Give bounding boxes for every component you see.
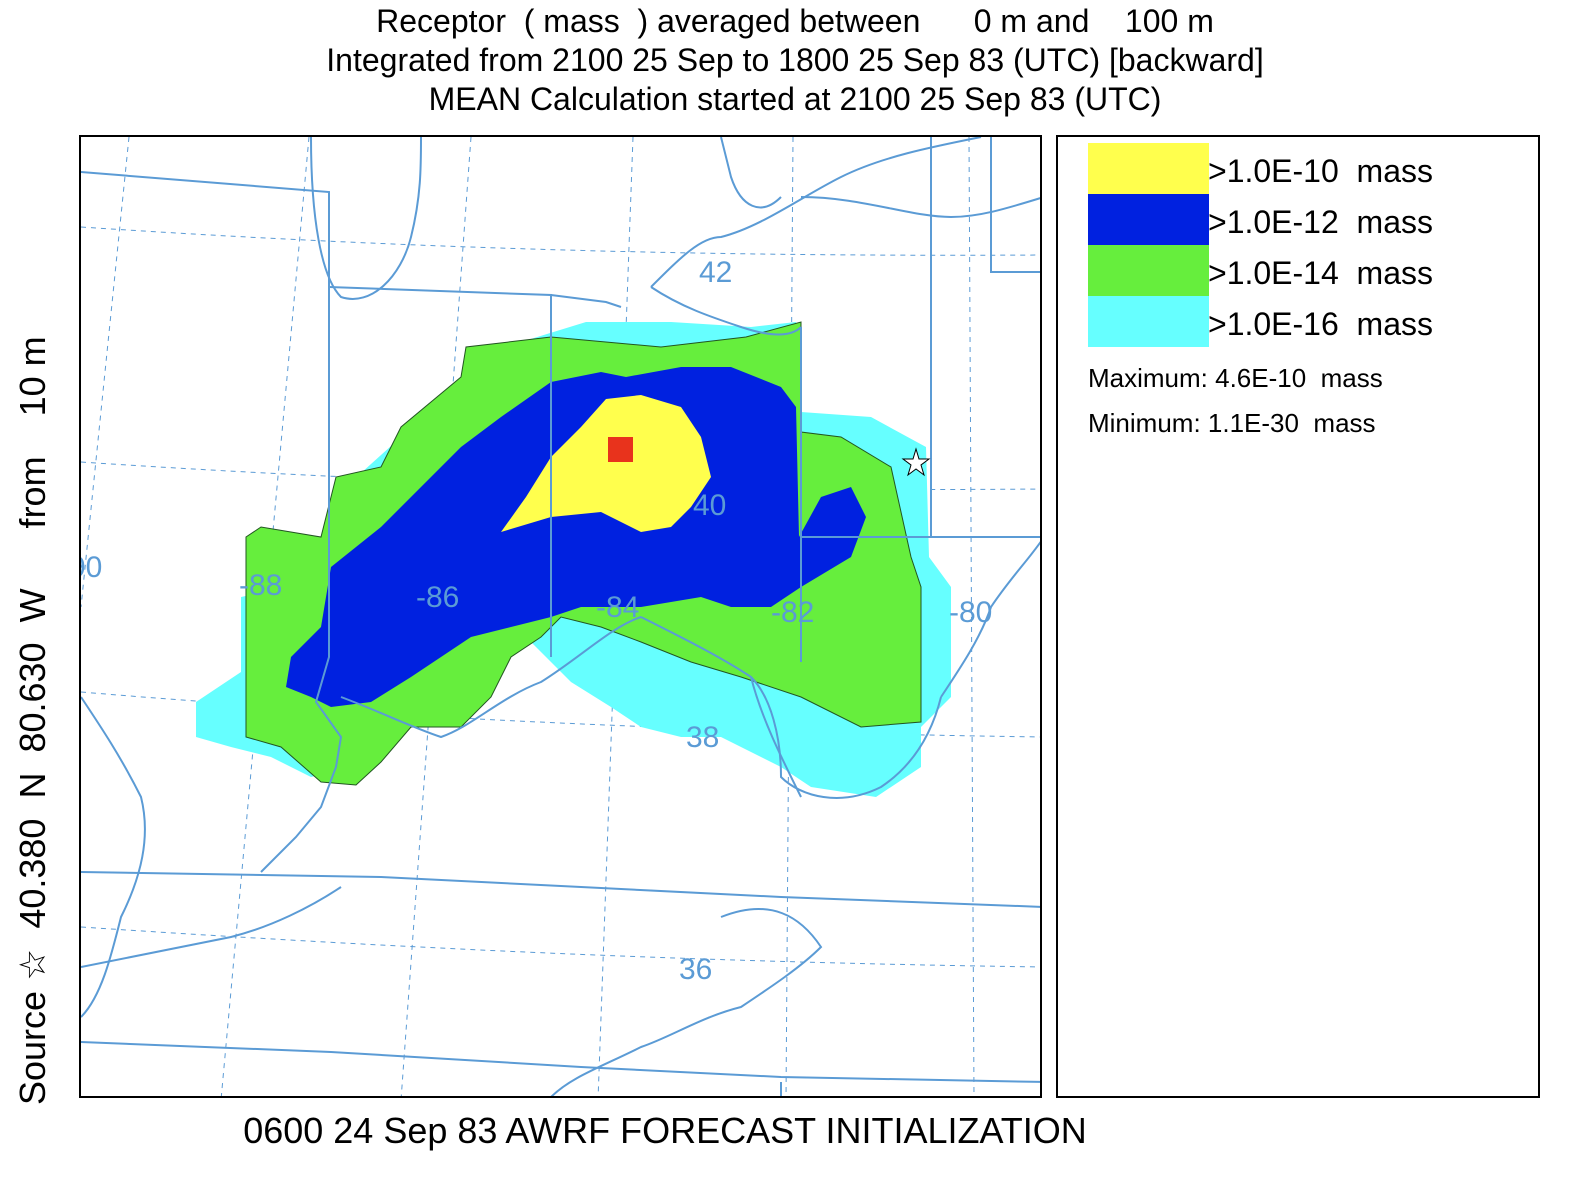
concentration-map: -90 -88 -86 -84 -82 -80 42 40 38 36 [81, 137, 1040, 1096]
lat-label: 38 [686, 721, 719, 754]
source-star-icon [901, 447, 931, 477]
lat-label: 42 [699, 256, 732, 289]
title-line-2: Integrated from 2100 25 Sep to 1800 25 S… [326, 42, 1264, 78]
receptor-marker [608, 437, 633, 462]
legend-label: >1.0E-10 mass [1208, 153, 1433, 189]
legend-swatch-1e-16 [1088, 296, 1209, 347]
lon-label: -80 [949, 596, 992, 629]
lat-label: 40 [693, 489, 726, 522]
contour-1e-10 [501, 395, 711, 532]
title-line-1: Receptor ( mass ) averaged between 0 m a… [376, 3, 1214, 39]
lon-label: -90 [81, 551, 102, 584]
legend-label: >1.0E-14 mass [1208, 255, 1433, 291]
legend-label: >1.0E-16 mass [1208, 306, 1433, 342]
lon-label: -86 [416, 581, 459, 614]
boundaries [81, 137, 1040, 1096]
forecast-footer: 0600 24 Sep 83 AWRF FORECAST INITIALIZAT… [243, 1110, 1087, 1151]
maximum-value: Maximum: 4.6E-10 mass [1088, 363, 1383, 393]
minimum-value: Minimum: 1.1E-30 mass [1088, 408, 1376, 438]
source-location-label: Source ☆ 40.380 N 80.630 W from 10 m [12, 336, 53, 1105]
contour-1e-12 [286, 367, 866, 707]
legend-panel: >1.0E-10 mass >1.0E-12 mass >1.0E-14 mas… [1056, 135, 1540, 1098]
lon-label: -84 [596, 591, 639, 624]
legend-swatch-1e-10 [1088, 143, 1209, 194]
legend-swatch-1e-12 [1088, 194, 1209, 245]
lat-label: 36 [679, 953, 712, 986]
lon-label: -82 [771, 596, 814, 629]
lon-label: -88 [239, 569, 282, 602]
title-line-3: MEAN Calculation started at 2100 25 Sep … [428, 81, 1162, 117]
map-panel: -90 -88 -86 -84 -82 -80 42 40 38 36 [79, 135, 1042, 1098]
coordinate-labels: -90 -88 -86 -84 -82 -80 42 40 38 36 [81, 256, 992, 986]
legend-label: >1.0E-12 mass [1208, 204, 1433, 240]
legend-swatch-1e-14 [1088, 245, 1209, 296]
plume-contours [196, 321, 951, 797]
